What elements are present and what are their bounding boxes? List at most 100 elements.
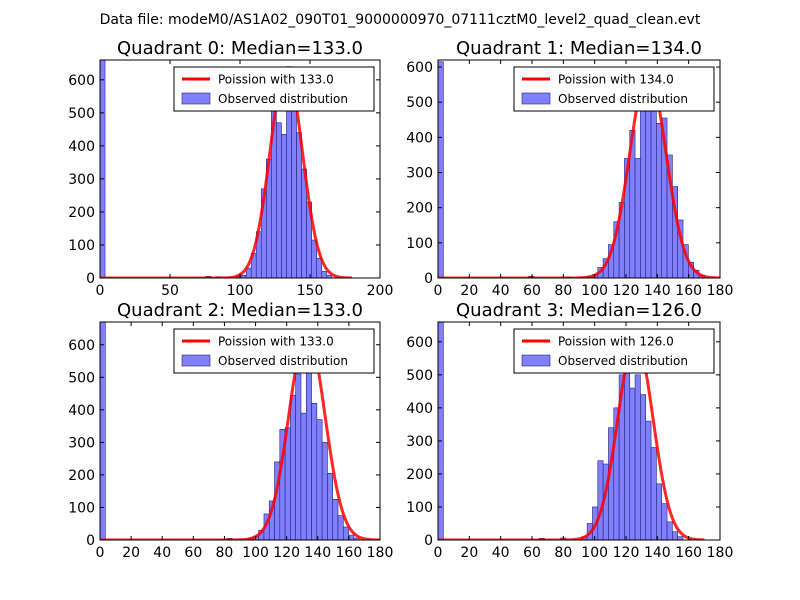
y-tick-label: 400 — [406, 401, 433, 417]
x-tick-label: 40 — [492, 283, 510, 299]
y-tick-label: 0 — [86, 533, 95, 549]
quadrant-1-title: Quadrant 1: Median=134.0 — [456, 38, 702, 59]
histogram-bar — [300, 412, 307, 540]
histogram-bar — [672, 531, 679, 540]
x-tick-label: 80 — [554, 545, 572, 561]
quadrant-1-axes-frame — [437, 59, 721, 279]
y-tick-label: 200 — [68, 468, 95, 484]
histogram-bar — [629, 387, 636, 540]
histogram-bar — [321, 271, 328, 278]
histogram-bar — [316, 419, 323, 540]
legend-hist-label: Observed distribution — [558, 92, 688, 106]
y-tick-label: 600 — [406, 60, 433, 76]
histogram-bar — [645, 101, 652, 278]
y-tick-label: 500 — [68, 370, 95, 386]
y-tick-label: 600 — [68, 73, 95, 89]
x-tick-label: 60 — [184, 545, 202, 561]
y-tick-label: 600 — [68, 338, 95, 354]
x-tick-label: 160 — [675, 545, 702, 561]
legend-fit-label: Poission with 134.0 — [558, 73, 674, 87]
x-tick-label: 120 — [273, 545, 300, 561]
y-tick-label: 500 — [406, 368, 433, 384]
x-tick-label: 0 — [96, 545, 105, 561]
histogram-bar — [656, 483, 663, 540]
x-tick-label: 140 — [644, 283, 671, 299]
legend-fit-label: Poission with 133.0 — [218, 335, 334, 349]
x-tick-label: 100 — [581, 283, 608, 299]
histogram-bar — [666, 521, 673, 540]
x-tick-label: 180 — [367, 545, 394, 561]
y-tick-label: 300 — [406, 166, 433, 182]
x-tick-label: 180 — [707, 283, 734, 299]
x-tick-label: 0 — [434, 283, 443, 299]
x-tick-label: 200 — [367, 283, 394, 299]
x-tick-label: 140 — [304, 545, 331, 561]
x-tick-label: 0 — [434, 545, 443, 561]
y-tick-label: 200 — [68, 205, 95, 221]
x-tick-label: 100 — [227, 283, 254, 299]
figure-suptitle: Data file: modeM0/AS1A02_090T01_90000009… — [100, 12, 701, 28]
x-tick-label: 140 — [644, 545, 671, 561]
legend-hist-label: Observed distribution — [218, 92, 348, 106]
quadrant-2-legend: Poission with 133.0 Observed distribution — [173, 328, 375, 374]
histogram-bar — [100, 322, 106, 540]
legend-fit-label: Poission with 133.0 — [218, 73, 334, 87]
x-tick-label: 160 — [675, 283, 702, 299]
quadrant-3-legend: Poission with 126.0 Observed distribution — [513, 328, 715, 374]
histogram-bar — [645, 420, 652, 540]
histogram-bar — [438, 322, 444, 540]
y-tick-label: 400 — [406, 130, 433, 146]
legend-hist-swatch — [521, 354, 551, 367]
legend-hist-swatch — [181, 92, 211, 105]
x-tick-label: 100 — [242, 545, 269, 561]
quadrant-3-panel: Quadrant 3: Median=126.00 20 40 60 80 100 120 1… — [406, 300, 733, 561]
histogram-bar — [342, 526, 349, 540]
histogram-bar — [327, 472, 334, 540]
legend-hist-label: Observed distribution — [558, 354, 688, 368]
y-tick-label: 400 — [68, 139, 95, 155]
y-tick-label: 100 — [68, 238, 95, 254]
histogram-bar — [634, 158, 641, 278]
histogram-bar — [311, 403, 318, 540]
histogram-bar — [634, 374, 641, 540]
histogram-bar — [332, 499, 339, 540]
x-tick-label: 40 — [153, 545, 171, 561]
quadrant-1-legend: Poission with 134.0 Observed distribution — [513, 66, 715, 112]
y-tick-label: 0 — [424, 533, 433, 549]
x-tick-label: 180 — [707, 545, 734, 561]
x-tick-label: 100 — [581, 545, 608, 561]
histogram-bar — [321, 442, 328, 540]
quadrant-0-panel: Quadrant 0: Median=133.0 0 50 100 150 200 0 100… — [68, 38, 393, 299]
subplot-grid: Quadrant 0: Median=133.0 0 50 100 150 200 0 100… — [68, 38, 733, 561]
x-tick-label: 120 — [613, 283, 640, 299]
x-tick-label: 150 — [297, 283, 324, 299]
y-tick-label: 100 — [406, 500, 433, 516]
quadrant-0-legend: Poission with 133.0 Observed distribution — [173, 66, 375, 112]
histogram-bar — [337, 515, 344, 540]
quadrant-3-axes-frame — [437, 321, 721, 541]
y-tick-label: 300 — [406, 434, 433, 450]
quadrant-1-panel: Quadrant 1: Median=134.00 20 40 60 80 100 120 1… — [406, 38, 733, 299]
histogram-bar — [281, 134, 287, 278]
histogram-bar — [640, 105, 647, 278]
y-tick-label: 200 — [406, 467, 433, 483]
y-tick-label: 400 — [68, 403, 95, 419]
histogram-bar — [100, 60, 106, 278]
x-tick-label: 50 — [161, 283, 179, 299]
y-tick-label: 0 — [86, 271, 95, 287]
x-tick-label: 60 — [523, 283, 541, 299]
x-tick-label: 40 — [492, 545, 510, 561]
histogram-bar — [650, 447, 657, 540]
x-tick-label: 120 — [613, 545, 640, 561]
histogram-bar — [353, 537, 360, 540]
y-tick-label: 500 — [406, 95, 433, 111]
quadrant-0-title: Quadrant 0: Median=133.0 — [117, 38, 363, 59]
legend-hist-swatch — [181, 354, 211, 367]
y-tick-label: 600 — [406, 335, 433, 351]
histogram-bar — [316, 257, 323, 278]
histogram-bar — [295, 373, 302, 540]
x-tick-label: 80 — [216, 545, 234, 561]
y-tick-label: 100 — [68, 500, 95, 516]
y-tick-label: 300 — [68, 435, 95, 451]
